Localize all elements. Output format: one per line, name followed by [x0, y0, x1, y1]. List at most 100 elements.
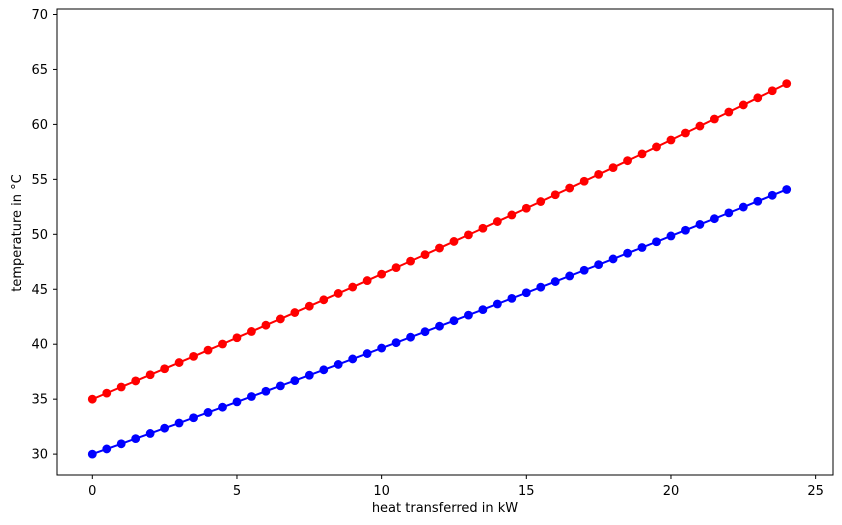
plot-area [87, 79, 792, 459]
data-point-1-1 [102, 444, 112, 454]
data-point-0-10 [232, 333, 242, 343]
data-point-0-28 [492, 217, 502, 226]
data-point-1-7 [189, 413, 198, 423]
data-point-0-12 [261, 320, 271, 330]
y-tick-label: 70 [31, 8, 48, 23]
data-point-0-1 [102, 388, 112, 398]
data-point-1-46 [753, 196, 763, 206]
data-point-0-11 [247, 327, 256, 336]
x-tick-label: 0 [88, 484, 96, 499]
data-point-1-38 [637, 243, 647, 252]
data-point-1-45 [738, 202, 748, 212]
data-point-1-31 [536, 282, 546, 292]
data-point-1-11 [247, 392, 256, 401]
data-point-1-28 [492, 299, 502, 309]
data-point-0-31 [536, 197, 546, 206]
data-point-1-25 [449, 316, 459, 326]
data-point-1-18 [348, 354, 358, 364]
data-point-1-47 [767, 190, 777, 200]
y-axis-label: temperature in °C [10, 174, 25, 291]
data-point-1-35 [594, 260, 604, 270]
data-point-0-42 [695, 121, 705, 131]
data-point-0-48 [782, 79, 792, 89]
data-point-0-35 [594, 170, 604, 179]
data-point-0-3 [131, 376, 141, 386]
data-point-0-6 [174, 358, 184, 367]
data-point-0-34 [579, 176, 589, 186]
data-point-0-29 [507, 210, 517, 220]
data-point-1-36 [608, 254, 618, 264]
data-point-1-9 [218, 402, 227, 412]
data-point-0-33 [565, 183, 575, 193]
data-point-1-22 [406, 332, 415, 342]
data-point-1-12 [261, 386, 271, 396]
data-point-0-41 [681, 128, 690, 138]
data-point-1-27 [478, 305, 488, 314]
data-point-1-23 [420, 327, 430, 337]
data-point-1-40 [666, 231, 676, 241]
data-point-1-21 [391, 338, 401, 348]
data-point-0-21 [391, 263, 401, 273]
data-point-1-8 [203, 408, 213, 417]
x-axis-label: heat transferred in kW [372, 501, 518, 516]
data-point-0-22 [406, 256, 415, 266]
data-point-0-15 [304, 301, 314, 311]
data-point-0-14 [290, 308, 300, 317]
x-tick-label: 25 [807, 484, 824, 499]
data-point-0-47 [767, 86, 777, 96]
data-point-0-32 [550, 190, 560, 200]
y-tick-label: 35 [31, 393, 48, 408]
data-point-1-26 [464, 310, 473, 320]
data-point-1-3 [131, 434, 141, 444]
x-tick-label: 20 [663, 484, 680, 499]
data-point-0-26 [464, 230, 473, 240]
data-point-0-5 [160, 364, 170, 374]
data-point-0-30 [521, 203, 531, 213]
data-point-0-7 [189, 352, 198, 361]
y-tick-label: 40 [31, 338, 48, 353]
data-point-0-24 [435, 243, 444, 253]
data-point-1-14 [290, 376, 300, 385]
data-point-1-44 [724, 208, 734, 218]
data-point-1-0 [87, 449, 97, 459]
data-point-0-45 [738, 100, 748, 110]
data-point-1-19 [362, 349, 372, 358]
data-point-0-16 [319, 295, 329, 305]
data-point-1-2 [116, 439, 126, 449]
data-point-0-19 [362, 276, 372, 285]
data-point-1-16 [319, 365, 329, 375]
data-point-1-15 [304, 370, 314, 380]
data-point-0-17 [333, 289, 343, 298]
data-point-1-17 [333, 360, 343, 369]
data-point-0-37 [623, 156, 632, 166]
data-point-0-43 [709, 114, 719, 124]
data-point-1-20 [377, 343, 387, 353]
x-tick-label: 15 [518, 484, 535, 499]
data-point-0-25 [449, 237, 459, 246]
data-point-1-32 [550, 277, 560, 286]
data-point-1-5 [160, 423, 170, 433]
x-tick-label: 10 [373, 484, 390, 499]
y-tick-label: 50 [31, 228, 48, 243]
y-tick-label: 30 [31, 448, 48, 463]
plot-frame [56, 8, 834, 476]
data-point-1-39 [652, 237, 661, 247]
data-point-0-2 [116, 382, 126, 392]
data-point-0-38 [637, 149, 647, 159]
data-point-0-9 [218, 339, 227, 349]
data-point-0-40 [666, 135, 676, 145]
data-point-1-29 [507, 293, 517, 303]
data-point-1-41 [681, 225, 690, 235]
data-point-1-34 [579, 265, 589, 275]
data-point-0-20 [377, 269, 387, 279]
data-point-1-48 [782, 185, 792, 194]
data-point-1-42 [695, 220, 705, 229]
data-point-1-33 [565, 271, 575, 281]
data-point-1-30 [521, 288, 531, 298]
data-point-1-43 [709, 214, 719, 224]
y-tick-label: 55 [31, 173, 48, 188]
data-point-0-13 [275, 314, 285, 324]
x-tick-label: 5 [233, 484, 241, 499]
